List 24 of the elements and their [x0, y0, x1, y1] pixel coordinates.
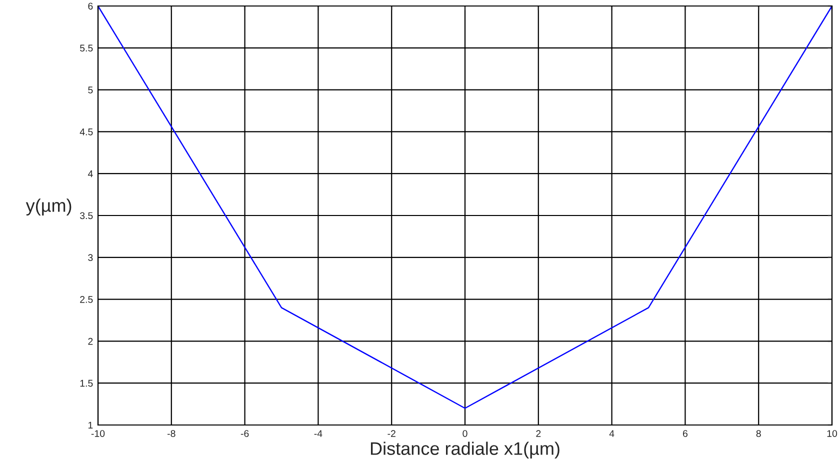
y-tick-label: 4	[88, 170, 93, 178]
y-tick-label: 5	[88, 86, 93, 94]
y-tick-label: 5.5	[80, 44, 93, 52]
x-tick-label: -10	[91, 430, 105, 437]
y-tick-label: 1.5	[80, 380, 93, 387]
x-tick-label: 0	[462, 430, 468, 437]
x-tick-label: -6	[240, 430, 249, 437]
x-tick-label: 8	[756, 430, 761, 437]
y-tick-label: 4.5	[80, 128, 93, 136]
x-tick-label: 2	[536, 430, 541, 437]
y-tick-label: 6	[88, 2, 93, 10]
y-tick-label: 1	[88, 422, 93, 429]
y-tick-label: 3	[88, 254, 93, 262]
y-tick-label: 3.5	[80, 212, 93, 220]
x-tick-label: 4	[609, 430, 614, 437]
x-tick-label: -8	[168, 430, 176, 437]
x-tick-label: -4	[314, 430, 322, 437]
y-tick-label: 2.5	[80, 296, 93, 303]
x-tick-label: 10	[827, 430, 838, 437]
y-tick-label: 2	[88, 338, 93, 345]
y-axis-title: y(µm)	[26, 198, 72, 216]
x-tick-label: 6	[682, 430, 688, 437]
x-axis-title: Distance radiale x1(µm)	[370, 442, 560, 459]
x-tick-label: -2	[388, 430, 396, 437]
